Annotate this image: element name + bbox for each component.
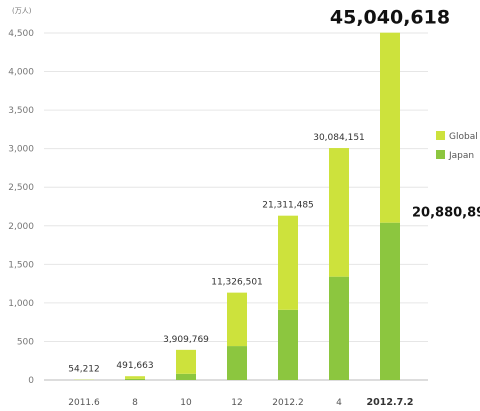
total-data-label: 45,040,618 xyxy=(330,7,450,29)
bars xyxy=(74,32,400,380)
y-tick-label: 500 xyxy=(17,337,34,347)
y-tick-label: 4,000 xyxy=(8,68,34,78)
japan-data-label: 20,880,896 xyxy=(412,206,480,221)
legend-swatch-japan xyxy=(436,150,445,159)
x-tick-label: 4 xyxy=(336,398,342,408)
x-tick-label: 10 xyxy=(180,398,192,408)
x-tick-label: 8 xyxy=(132,398,138,408)
bar-global xyxy=(329,148,349,277)
y-tick-label: 3,000 xyxy=(8,145,34,155)
total-data-label: 54,212 xyxy=(68,365,100,375)
y-tick-label: 3,500 xyxy=(8,106,34,116)
gridlines xyxy=(44,32,428,381)
total-data-label: 21,311,485 xyxy=(262,201,314,211)
total-data-label: 30,084,151 xyxy=(313,133,365,143)
bar-global xyxy=(227,292,247,347)
bar-global xyxy=(176,349,196,374)
y-unit-label: (万人) xyxy=(12,7,32,15)
bar-japan xyxy=(125,378,145,380)
legend-label-japan: Japan xyxy=(448,151,474,161)
total-data-label: 491,663 xyxy=(116,361,153,371)
y-tick-label: 1,000 xyxy=(8,299,34,309)
x-tick-label: 2011.6 xyxy=(68,398,100,408)
bar-japan xyxy=(380,222,400,380)
bar-japan xyxy=(227,346,247,380)
x-axis: 2011.6 8 10 12 2012.2 4 2012.7.2 xyxy=(68,397,413,408)
x-tick-label: 2012.7.2 xyxy=(367,397,414,408)
legend-swatch-global xyxy=(436,131,445,140)
bar-japan xyxy=(329,276,349,380)
y-tick-label: 4,500 xyxy=(8,29,34,39)
bar-japan xyxy=(176,373,196,380)
total-data-label: 3,909,769 xyxy=(163,335,209,345)
bar-global xyxy=(380,32,400,223)
y-tick-label: 2,000 xyxy=(8,222,34,232)
bar-global xyxy=(278,215,298,310)
x-tick-label: 12 xyxy=(231,398,242,408)
total-data-label: 11,326,501 xyxy=(211,278,263,288)
y-tick-label: 2,500 xyxy=(8,183,34,193)
y-axis: 0 500 1,000 1,500 2,000 2,500 3,000 3,500 4,000 4… xyxy=(8,29,34,386)
legend: Global Japan xyxy=(436,131,478,161)
y-tick-label: 0 xyxy=(28,376,34,386)
bar-global xyxy=(125,376,145,379)
legend-label-global: Global xyxy=(449,132,478,142)
x-tick-label: 2012.2 xyxy=(272,398,304,408)
y-tick-label: 1,500 xyxy=(8,260,34,270)
data-labels: 54,212 491,663 3,909,769 11,326,501 21,311,4… xyxy=(68,7,480,375)
bar-japan xyxy=(278,309,298,380)
